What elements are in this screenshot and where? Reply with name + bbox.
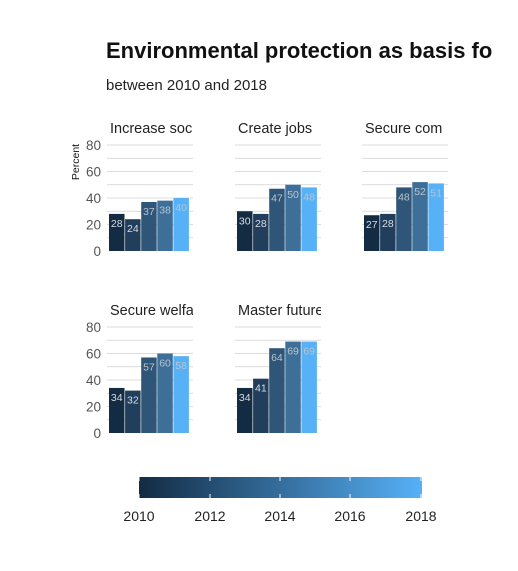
bar [253, 213, 269, 251]
bar [253, 378, 269, 433]
y-tick-label: 0 [93, 244, 101, 259]
data-label: 32 [127, 395, 139, 407]
panel-title: Create jobs [238, 121, 312, 137]
data-label: 30 [239, 215, 251, 227]
data-label: 48 [398, 191, 410, 203]
data-label: 28 [382, 218, 394, 230]
panel-3: Secure com 27 28 48 52 51 [362, 121, 448, 251]
bar [141, 201, 157, 251]
data-label: 34 [239, 392, 251, 404]
data-label: 47 [271, 193, 283, 205]
colorbar-tick-label: 2014 [264, 508, 295, 524]
bar [269, 188, 285, 251]
bar [237, 387, 253, 433]
bar [364, 215, 380, 251]
y-tick-label: 80 [86, 320, 101, 335]
data-label: 69 [303, 346, 315, 358]
data-label: 48 [303, 191, 315, 203]
data-label: 50 [287, 189, 299, 201]
bar [269, 348, 285, 433]
panel-title: Secure com [365, 121, 442, 137]
bar [237, 211, 253, 251]
bar [157, 200, 173, 251]
data-label: 28 [255, 218, 267, 230]
bar [428, 183, 444, 251]
bar [301, 187, 317, 251]
colorbar-legend: 2010 2012 2014 2016 2018 [123, 477, 437, 524]
data-label: 37 [143, 206, 155, 218]
bar [285, 341, 301, 433]
chart-title: Environmental protection as basis fo [106, 38, 492, 63]
y-tick-label: 20 [86, 218, 101, 233]
colorbar-tick-label: 2010 [123, 508, 154, 524]
bar [109, 387, 125, 433]
data-label: 27 [366, 219, 378, 231]
data-label: 58 [175, 360, 187, 372]
colorbar-tick-label: 2012 [194, 508, 225, 524]
data-label: 52 [414, 186, 426, 198]
data-label: 41 [255, 383, 267, 395]
y-tick-label: 20 [86, 400, 101, 415]
data-label: 64 [271, 352, 283, 364]
data-label: 60 [159, 358, 171, 370]
data-label: 24 [127, 223, 139, 235]
colorbar [139, 477, 422, 498]
panel-5: Master future 34 41 64 69 69 [235, 303, 323, 433]
data-label: 51 [430, 187, 442, 199]
bar [396, 187, 412, 251]
y-tick-label: 80 [86, 138, 101, 153]
y-tick-label: 40 [86, 191, 101, 206]
y-tick-label: 60 [86, 165, 101, 180]
data-label: 69 [287, 346, 299, 358]
bar [380, 213, 396, 251]
panel-title: Secure welfa [110, 303, 195, 319]
y-tick-label: 60 [86, 347, 101, 362]
data-label: 34 [111, 392, 123, 404]
panel-title: Increase soc [110, 121, 192, 137]
chart-subtitle: between 2010 and 2018 [106, 77, 267, 94]
colorbar-tick-label: 2018 [405, 508, 436, 524]
bar [109, 213, 125, 251]
panel-1: Increase soc 0 20 40 60 80 28 24 37 38 40 [86, 121, 193, 259]
bar [301, 341, 317, 433]
y-tick-label: 40 [86, 373, 101, 388]
bar [157, 353, 173, 433]
y-tick-label: 0 [93, 426, 101, 441]
data-label: 40 [175, 202, 187, 214]
panel-title: Master future [238, 303, 323, 319]
bar [141, 357, 157, 433]
y-axis-label: Percent [70, 144, 82, 180]
data-label: 28 [111, 218, 123, 230]
bar [285, 184, 301, 251]
bar [173, 198, 189, 251]
data-label: 57 [143, 361, 155, 373]
data-label: 38 [159, 205, 171, 217]
bar [173, 356, 189, 433]
bar [412, 182, 428, 251]
bar [125, 390, 141, 433]
colorbar-tick-label: 2016 [334, 508, 365, 524]
panel-4: Secure welfa 0 20 40 60 80 34 32 57 60 58 [86, 303, 195, 441]
bar [125, 219, 141, 251]
panel-2: Create jobs 30 28 47 50 48 [235, 121, 321, 251]
